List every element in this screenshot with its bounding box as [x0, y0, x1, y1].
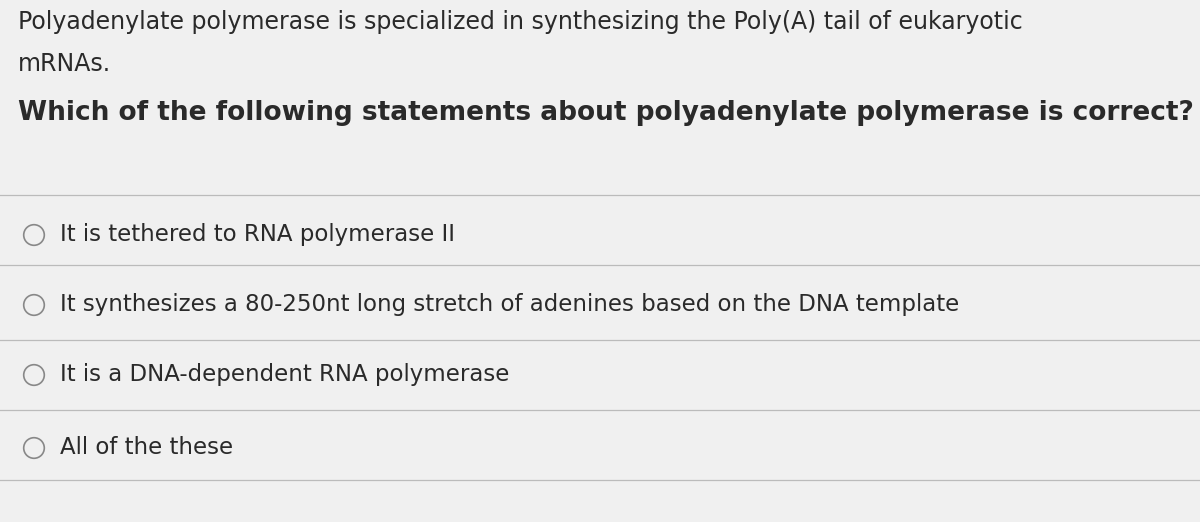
- Text: Polyadenylate polymerase is specialized in synthesizing the Poly(A) tail of euka: Polyadenylate polymerase is specialized …: [18, 10, 1022, 34]
- Text: It synthesizes a 80-250nt long stretch of adenines based on the DNA template: It synthesizes a 80-250nt long stretch o…: [60, 293, 959, 316]
- Text: Which of the following statements about polyadenylate polymerase is correct?: Which of the following statements about …: [18, 100, 1194, 126]
- Text: It is tethered to RNA polymerase II: It is tethered to RNA polymerase II: [60, 223, 455, 246]
- Point: [24, 301, 43, 309]
- Point: [24, 444, 43, 452]
- Text: All of the these: All of the these: [60, 436, 233, 459]
- Point: [24, 371, 43, 379]
- Text: It is a DNA-dependent RNA polymerase: It is a DNA-dependent RNA polymerase: [60, 363, 509, 386]
- Text: mRNAs.: mRNAs.: [18, 52, 112, 76]
- Point: [24, 231, 43, 239]
